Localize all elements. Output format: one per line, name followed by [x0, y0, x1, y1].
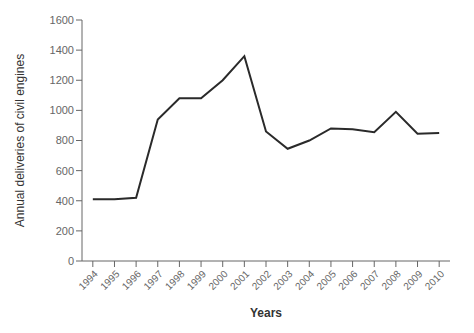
svg-text:1994: 1994 — [76, 268, 100, 292]
svg-text:2006: 2006 — [336, 268, 360, 292]
svg-text:2001: 2001 — [228, 268, 252, 292]
svg-text:1999: 1999 — [185, 268, 209, 292]
svg-text:2008: 2008 — [379, 268, 403, 292]
svg-text:2005: 2005 — [315, 268, 339, 292]
svg-text:2000: 2000 — [206, 268, 230, 292]
svg-text:1997: 1997 — [141, 268, 165, 292]
svg-text:1996: 1996 — [120, 268, 144, 292]
svg-text:1600: 1600 — [50, 14, 74, 26]
svg-text:1400: 1400 — [50, 44, 74, 56]
svg-text:Years: Years — [250, 306, 282, 320]
svg-text:1995: 1995 — [98, 268, 122, 292]
svg-text:2010: 2010 — [423, 268, 447, 292]
svg-text:600: 600 — [56, 165, 74, 177]
svg-text:2003: 2003 — [271, 268, 295, 292]
svg-text:1200: 1200 — [50, 74, 74, 86]
svg-text:2009: 2009 — [401, 268, 425, 292]
svg-text:800: 800 — [56, 134, 74, 146]
svg-text:2004: 2004 — [293, 268, 317, 292]
svg-text:1998: 1998 — [163, 268, 187, 292]
svg-text:Annual deliveries of civil eng: Annual deliveries of civil engines — [13, 54, 27, 227]
svg-text:2002: 2002 — [250, 268, 274, 292]
svg-text:2007: 2007 — [358, 268, 382, 292]
svg-text:400: 400 — [56, 195, 74, 207]
svg-text:1000: 1000 — [50, 104, 74, 116]
svg-text:0: 0 — [68, 255, 74, 267]
svg-text:200: 200 — [56, 225, 74, 237]
